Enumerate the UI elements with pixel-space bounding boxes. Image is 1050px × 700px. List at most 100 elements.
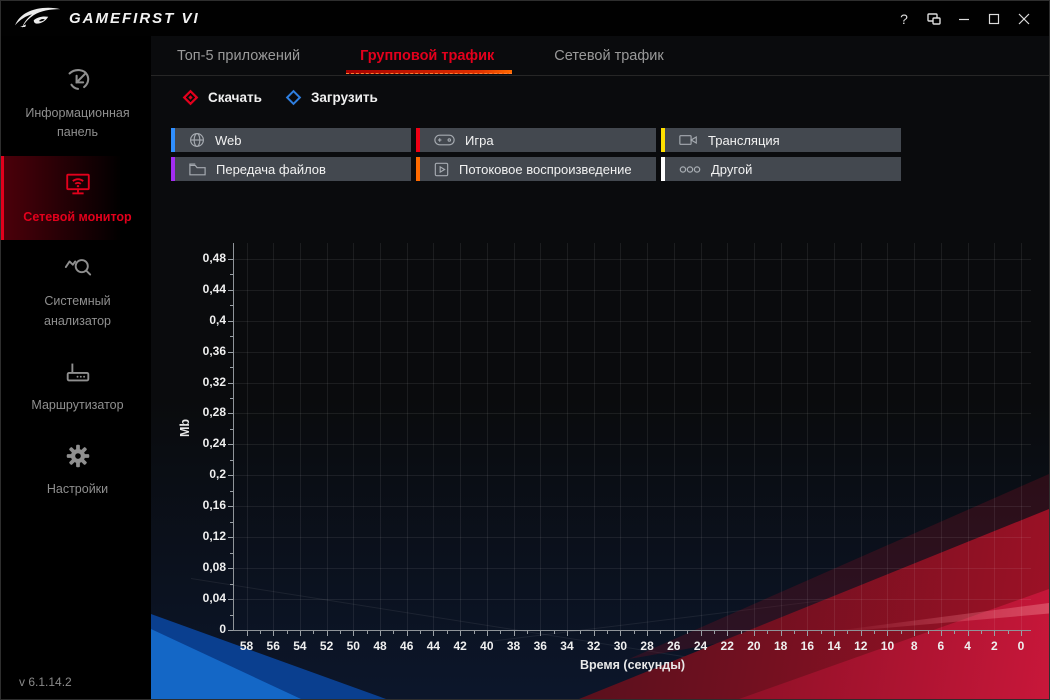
x-minor-tick-mark (366, 631, 368, 634)
y-tick-mark (228, 568, 233, 570)
x-tick-label: 32 (587, 639, 601, 653)
gridline (566, 243, 568, 630)
x-tick-label: 10 (880, 639, 895, 653)
x-minor-tick-mark (633, 631, 635, 634)
tab-label: Сетевой трафик (554, 47, 664, 64)
y-tick-mark (228, 413, 233, 415)
y-minor-tick-mark (230, 367, 233, 369)
legend-label: Загрузить (310, 90, 378, 105)
y-axis-line (233, 243, 234, 631)
folder-icon (189, 162, 206, 176)
legend-item-2[interactable]: Загрузить (285, 89, 378, 106)
rog-logo-icon (15, 7, 61, 30)
x-minor-tick-mark (1007, 631, 1009, 634)
x-tick-mark (700, 631, 702, 636)
gridline (673, 243, 675, 630)
x-tick-mark (299, 631, 301, 636)
y-tick-label: 0,4 (209, 312, 226, 327)
x-tick-mark (380, 631, 382, 636)
streaming-icon (434, 162, 449, 177)
gridline (780, 243, 782, 630)
sidebar-item-3[interactable]: Системный анализатор (1, 240, 151, 344)
gridline (834, 243, 836, 630)
chart-xlabel: Время (секунды) (579, 658, 686, 672)
overlay-window-button[interactable] (919, 5, 949, 33)
sidebar-item-4[interactable]: Маршрутизатор (1, 344, 151, 428)
x-minor-tick-mark (874, 631, 876, 634)
y-minor-tick-mark (230, 614, 233, 616)
y-tick-label: 0,24 (202, 436, 226, 451)
sidebar-item-2[interactable]: Сетевой монитор (1, 155, 151, 241)
x-tick-label: 22 (720, 639, 734, 653)
category-button-5[interactable]: Потоковое воспроизведение (416, 157, 656, 181)
gridline (433, 243, 435, 630)
close-button[interactable] (1009, 5, 1039, 33)
legend-item-1[interactable]: Скачать (182, 89, 262, 106)
x-tick-mark (753, 631, 755, 636)
tab-2[interactable]: Групповой трафик (342, 36, 513, 75)
x-minor-tick-mark (954, 631, 956, 634)
tab-3[interactable]: Сетевой трафик (536, 36, 681, 75)
x-minor-tick-mark (767, 631, 769, 634)
y-tick-label: 0,44 (202, 281, 226, 296)
close-icon (1018, 13, 1030, 25)
gamepad-icon (434, 133, 455, 147)
x-tick-label: 48 (373, 639, 387, 653)
x-tick-label: 2 (990, 639, 998, 653)
category-button-6[interactable]: Другой (661, 157, 901, 181)
y-tick-mark (228, 258, 233, 260)
sidebar-item-5[interactable]: Настройки (1, 428, 151, 512)
category-button-4[interactable]: Передача файлов (171, 157, 411, 181)
x-tick-mark (727, 631, 729, 636)
gridline (234, 351, 1031, 353)
x-minor-tick-mark (500, 631, 502, 634)
maximize-button[interactable] (979, 5, 1009, 33)
legend-label: Скачать (208, 90, 262, 105)
minimize-icon (958, 13, 970, 25)
y-tick-mark (228, 351, 233, 353)
category-button-3[interactable]: Трансляция (661, 128, 901, 152)
y-tick-mark (228, 506, 233, 508)
category-button-1[interactable]: Web (171, 128, 411, 152)
gridline (940, 243, 942, 630)
gridline (994, 243, 996, 630)
y-tick-mark (228, 630, 233, 631)
x-tick-mark (807, 631, 809, 636)
category-button-2[interactable]: Игра (416, 128, 656, 152)
x-tick-label: 14 (827, 639, 841, 653)
x-minor-tick-mark (313, 631, 315, 634)
x-minor-tick-mark (820, 631, 822, 634)
y-minor-tick-mark (230, 490, 233, 492)
gridline (620, 243, 622, 630)
deco-blue-shape (151, 629, 301, 699)
x-minor-tick-mark (607, 631, 609, 634)
y-minor-tick-mark (230, 521, 233, 523)
x-tick-mark (647, 631, 649, 636)
x-minor-tick-mark (713, 631, 715, 634)
gridline (380, 243, 382, 630)
sidebar-item-1[interactable]: Информационная панель (1, 52, 151, 156)
gridline (1021, 243, 1022, 630)
deco-red-shape (739, 589, 1049, 699)
x-tick-label: 0 (1017, 639, 1025, 653)
y-tick-mark (228, 537, 233, 539)
y-tick-label: 0,08 (202, 560, 226, 575)
y-tick-label: 0,12 (202, 529, 226, 544)
gridline (700, 243, 702, 630)
minimize-button[interactable] (949, 5, 979, 33)
gridline (753, 243, 755, 630)
gridline (273, 243, 275, 630)
x-tick-mark (513, 631, 515, 636)
x-minor-tick-mark (900, 631, 902, 634)
chart-ylabel: Mb (178, 418, 192, 438)
gridline (234, 599, 1031, 601)
help-button[interactable]: ? (889, 5, 919, 33)
tab-1[interactable]: Топ-5 приложений (159, 36, 318, 75)
y-tick-label: 0,32 (202, 374, 226, 389)
tab-label: Групповой трафик (360, 47, 495, 64)
other-icon (679, 165, 701, 174)
chart-legend: Скачать Загрузить (182, 89, 378, 106)
y-minor-tick-mark (230, 274, 233, 276)
sidebar-item-label: Маршрутизатор (31, 397, 124, 412)
x-tick-label: 52 (319, 639, 334, 653)
